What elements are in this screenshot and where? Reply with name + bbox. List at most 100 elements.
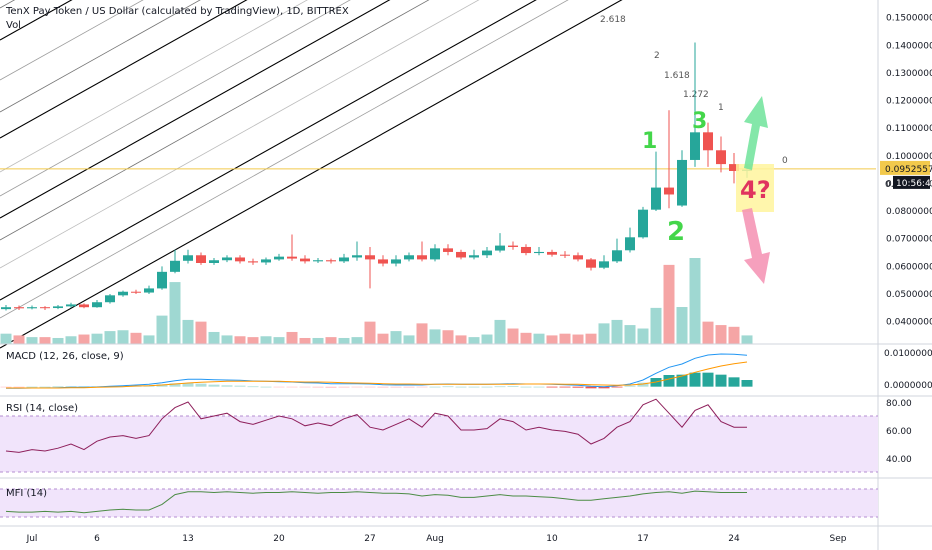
mfi-label[interactable]: MFI (14) [6,488,47,499]
candle[interactable] [404,252,414,262]
macd-histogram-bar [507,386,519,387]
volume-label[interactable]: Vol [6,20,21,31]
candle[interactable] [157,266,167,290]
candle[interactable] [105,293,115,304]
candle[interactable] [482,246,492,259]
time-tick: 24 [728,534,740,544]
fib-level-label: 2 [654,51,660,61]
volume-bar [637,328,649,344]
candle[interactable] [469,249,479,260]
macd-histogram-bar [52,386,64,388]
candle-body [157,271,167,289]
candle[interactable] [534,246,544,256]
macd-label[interactable]: MACD (12, 26, close, 9) [6,351,124,362]
candle[interactable] [365,246,375,289]
candle[interactable] [651,151,661,212]
candle[interactable] [638,206,648,239]
candle[interactable] [118,290,128,297]
chart-title[interactable]: TenX Pay Token / US Dollar (calculated b… [5,6,349,17]
candle[interactable] [248,258,258,265]
candle-body [105,295,115,303]
mfi-line [5,490,747,514]
time-axis[interactable]: Jul 6 13 20 27 Aug 10 17 24 Sep [26,534,847,544]
candle[interactable] [703,122,713,167]
candle[interactable] [664,110,674,209]
candle[interactable] [209,258,219,265]
candle[interactable] [53,304,63,310]
candle[interactable] [235,255,245,264]
candle[interactable] [560,251,570,259]
rsi-label[interactable]: RSI (14, close) [6,403,78,414]
candle-body [365,255,375,260]
macd-histogram-bar [468,386,480,388]
candle[interactable] [170,249,180,274]
candle[interactable] [599,255,609,270]
candle[interactable] [79,303,89,309]
candle[interactable] [66,302,76,308]
candle[interactable] [313,258,323,263]
rsi-band [0,416,878,472]
candle-body [196,255,206,263]
candle[interactable] [430,244,440,262]
volume-bar [429,329,441,344]
volume-bar [546,335,558,344]
candle[interactable] [222,255,232,263]
candle[interactable] [183,249,193,264]
macd-histogram-bar [390,386,402,388]
candle[interactable] [495,233,505,253]
rsi-pane[interactable] [5,398,747,453]
volume-bar [195,321,207,344]
signal-line [6,361,748,389]
volume-bar [26,337,38,344]
volume-bar [273,337,285,344]
macd-histogram-bar [364,386,376,388]
candle[interactable] [586,258,596,271]
candle[interactable] [261,257,271,265]
candle[interactable] [40,306,50,310]
candle[interactable] [1,304,11,311]
volume-bar [52,337,64,344]
fib-level-label: 2.618 [600,15,626,25]
candle[interactable] [625,227,635,253]
candle[interactable] [729,153,739,184]
candle[interactable] [391,255,401,267]
candle[interactable] [677,150,687,207]
candle[interactable] [547,249,557,257]
candle[interactable] [339,253,349,263]
candle[interactable] [27,305,37,310]
candle[interactable] [690,42,700,167]
mfi-pane[interactable] [5,490,747,514]
macd-histogram-bar [65,386,77,388]
candle[interactable] [196,252,206,265]
macd-pane[interactable] [0,353,753,389]
candle[interactable] [274,253,284,261]
candle[interactable] [456,249,466,260]
candle[interactable] [508,241,518,250]
candle[interactable] [573,252,583,262]
macd-histogram-bar [741,380,753,387]
candle[interactable] [443,244,453,256]
volume-bar [182,319,194,344]
macd-histogram-bar [221,385,233,387]
candle[interactable] [352,241,362,261]
macd-histogram-bar [689,372,701,387]
volume-bar [585,333,597,344]
macd-tick-zero: 0.00000000 [884,381,932,391]
volume-bar [689,258,701,344]
candle[interactable] [716,136,726,173]
volume-bar [208,331,220,344]
candle[interactable] [378,255,388,267]
candle[interactable] [14,305,24,310]
candle[interactable] [417,241,427,262]
candle[interactable] [521,244,531,256]
candle[interactable] [612,238,622,263]
candle[interactable] [92,300,102,308]
candle[interactable] [326,258,336,264]
candle[interactable] [287,234,297,261]
candle[interactable] [300,255,310,264]
candle[interactable] [131,289,141,294]
candle-body [495,245,505,251]
elliott-wave-label: 3 [692,109,707,134]
candle[interactable] [144,285,154,294]
